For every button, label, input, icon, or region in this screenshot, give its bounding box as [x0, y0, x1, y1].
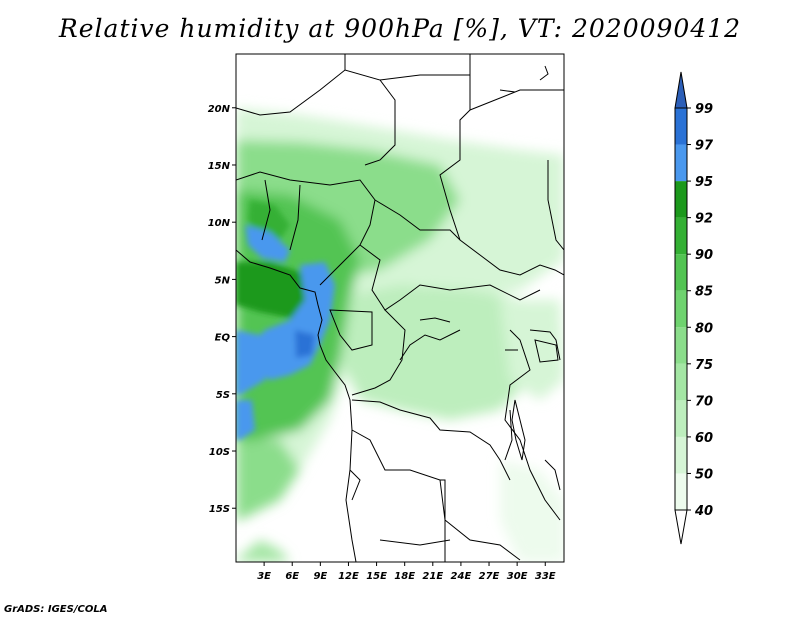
- colorbar-label: 80: [695, 321, 713, 336]
- colorbar-label: 75: [695, 358, 713, 373]
- lat-label: EQ: [215, 333, 231, 344]
- lat-label: 5S: [216, 390, 230, 401]
- lat-label: 5N: [215, 275, 231, 286]
- lat-label: 10S: [209, 447, 230, 458]
- lon-label: 18E: [394, 571, 415, 582]
- credit-text: GrADS: IGES/COLA: [4, 604, 108, 615]
- colorbar-label: 99: [695, 102, 713, 117]
- humidity-field: [236, 54, 564, 562]
- lat-label: 15S: [209, 504, 230, 515]
- colorbar-segment: [675, 327, 687, 364]
- colorbar-segment: [675, 254, 687, 291]
- colorbar-label: 40: [694, 504, 713, 519]
- latitude-axis: 20N 15N 10N 5N EQ 5S 10S 15S: [208, 104, 236, 515]
- colorbar-label: 97: [695, 139, 714, 154]
- map-title: Relative humidity at 900hPa [%], VT: 202…: [58, 14, 742, 43]
- lon-label: 21E: [422, 571, 443, 582]
- map-frame: [235, 53, 565, 563]
- colorbar-segment: [675, 363, 687, 401]
- colorbar: 40 50 60 70 75 80 85 90 92 95 97 99: [674, 71, 714, 545]
- lon-label: 3E: [257, 571, 271, 582]
- lat-label: 20N: [208, 104, 231, 115]
- colorbar-upper-extension: [674, 71, 688, 109]
- colorbar-segment: [675, 108, 687, 145]
- lon-label: 9E: [313, 571, 327, 582]
- colorbar-label: 70: [695, 394, 713, 409]
- colorbar-segment: [675, 400, 687, 437]
- colorbar-segment: [675, 144, 687, 182]
- longitude-axis: 3E 6E 9E 12E 15E 18E 21E 24E 27E 30E 33E: [257, 562, 556, 582]
- lon-label: 15E: [366, 571, 387, 582]
- colorbar-label: 95: [695, 175, 713, 190]
- colorbar-segment: [675, 290, 687, 328]
- lon-label: 33E: [535, 571, 556, 582]
- colorbar-segment: [675, 436, 687, 474]
- colorbar-segment: [675, 181, 687, 218]
- lon-label: 24E: [451, 571, 472, 582]
- lon-label: 6E: [285, 571, 299, 582]
- colorbar-outline: [674, 107, 688, 511]
- colorbar-label: 92: [695, 212, 713, 227]
- lat-label: 15N: [208, 161, 231, 172]
- lon-label: 30E: [507, 571, 528, 582]
- colorbar-lower-extension: [674, 509, 688, 545]
- lat-label: 10N: [208, 218, 231, 229]
- lon-label: 12E: [338, 571, 359, 582]
- colorbar-label: 85: [695, 285, 713, 300]
- colorbar-segment: [675, 217, 687, 255]
- colorbar-label: 90: [695, 248, 713, 263]
- lon-label: 27E: [479, 571, 500, 582]
- colorbar-label: 60: [695, 431, 713, 446]
- colorbar-segment: [675, 473, 687, 510]
- colorbar-label: 50: [695, 467, 713, 482]
- country-boundaries: [236, 54, 564, 562]
